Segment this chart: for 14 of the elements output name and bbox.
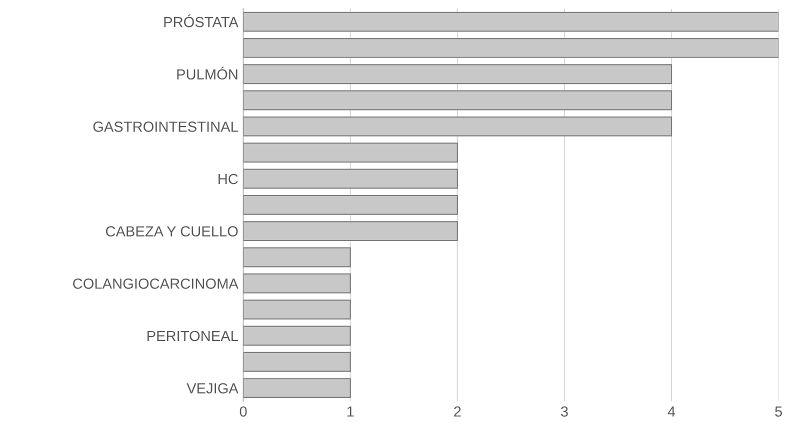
x-tick-label: 4	[668, 406, 676, 417]
y-tick-label: GASTROINTESTINAL	[93, 122, 238, 132]
x-tick-label: 0	[240, 406, 247, 417]
x-tick-label: 5	[775, 406, 782, 417]
y-tick-label: PERITONEAL	[148, 330, 238, 342]
x-tick-label: 1	[347, 406, 354, 417]
y-tick-label: COLANGIOCARCINOMA	[73, 278, 238, 289]
x-tick-label: 3	[560, 406, 568, 417]
y-tick-label: VEJIGA	[186, 383, 238, 394]
y-tick-label: PULMÓN	[177, 66, 238, 80]
y-tick-label: CABEZA Y CUELLO	[106, 226, 238, 237]
y-tick-label: PRÓSTATA	[164, 14, 238, 28]
x-tick-label: 2	[454, 406, 461, 417]
y-tick-label: HC	[218, 174, 238, 184]
